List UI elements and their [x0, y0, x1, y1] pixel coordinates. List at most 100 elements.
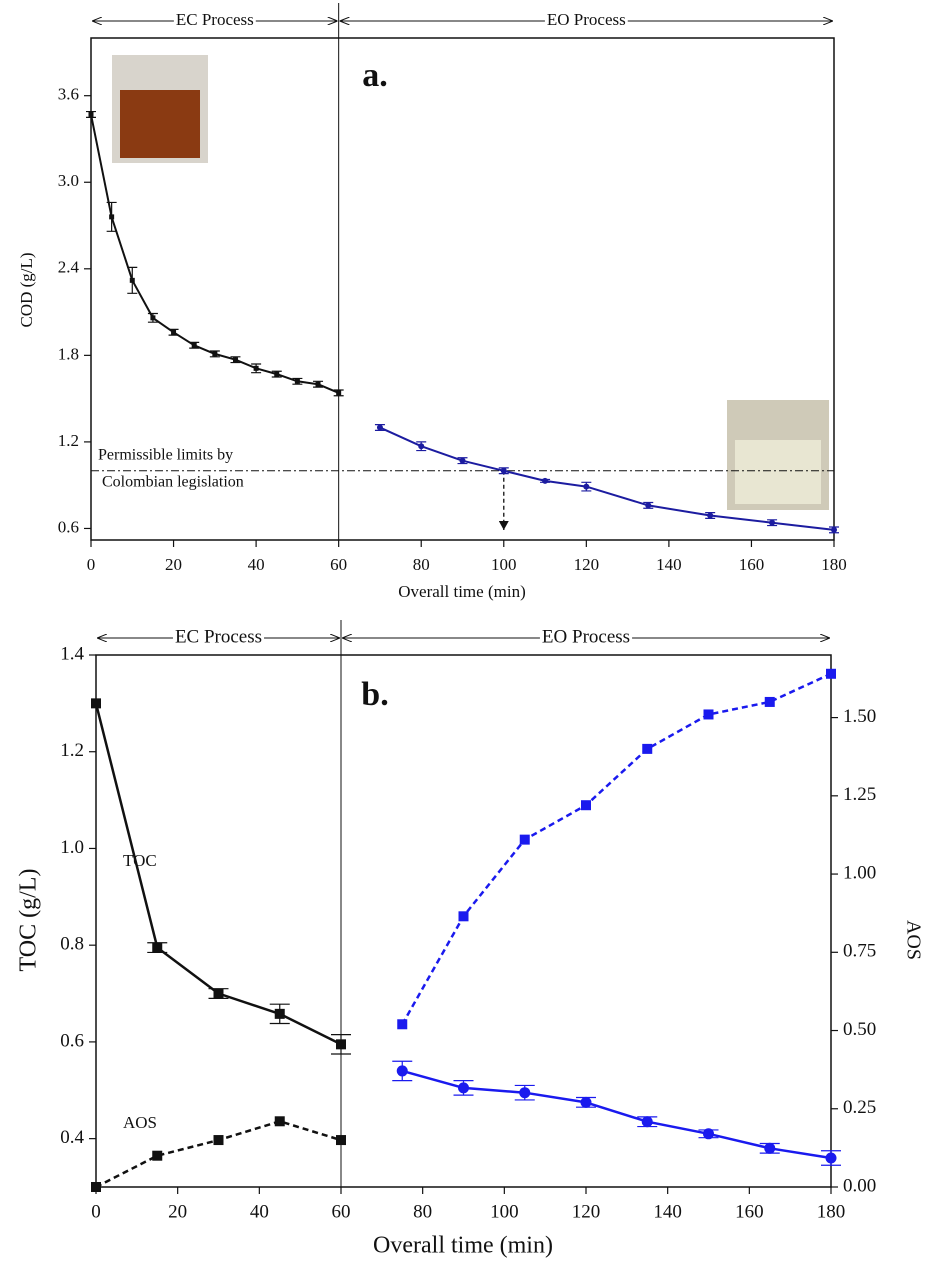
y-tick-label: 1.8: [58, 344, 79, 363]
data-point: [171, 329, 177, 335]
data-point: [826, 668, 836, 679]
y-tick-label: 1.0: [60, 837, 84, 858]
x-tick-label: 100: [491, 555, 517, 574]
data-point: [232, 357, 238, 363]
y2-axis-label: AOS: [902, 920, 924, 960]
data-point: [274, 1008, 285, 1019]
annotation: AOS: [123, 1113, 157, 1132]
x-tick-label: 120: [574, 555, 600, 574]
y-tick-label: 1.2: [60, 740, 84, 761]
phase-label: EC Process: [175, 626, 262, 647]
data-point: [703, 709, 714, 720]
panel-label: a.: [362, 57, 388, 94]
beaker-liquid: [120, 90, 200, 158]
y-tick-label: 0.6: [58, 517, 79, 536]
y-tick-label: 3.6: [58, 85, 79, 104]
data-point: [396, 1065, 408, 1077]
data-point: [825, 1152, 837, 1164]
x-tick-label: 120: [572, 1201, 601, 1222]
data-point: [213, 988, 224, 999]
data-point: [91, 1182, 101, 1192]
x-tick-label: 100: [490, 1201, 519, 1222]
phase-label: EC Process: [176, 10, 254, 29]
data-point: [418, 443, 425, 450]
y2-tick-label: 0.50: [843, 1019, 876, 1040]
data-point: [213, 1135, 224, 1146]
x-tick-label: 40: [248, 555, 265, 574]
y-tick-label: 0.8: [60, 934, 84, 955]
y-tick-label: 1.2: [58, 431, 79, 450]
data-point: [831, 526, 837, 533]
phase-label: EO Process: [542, 626, 630, 647]
data-point: [580, 1096, 592, 1108]
data-point: [581, 800, 591, 811]
x-axis-label: Overall time (min): [398, 582, 525, 601]
data-point: [542, 477, 549, 484]
x-tick-label: 180: [817, 1201, 846, 1222]
data-point: [519, 1087, 531, 1099]
data-point: [274, 371, 280, 377]
x-tick-label: 160: [735, 1201, 764, 1222]
data-point: [336, 1039, 346, 1050]
series-line: [401, 672, 832, 1025]
data-point: [641, 1116, 653, 1128]
x-tick-label: 80: [413, 555, 430, 574]
x-tick-label: 40: [250, 1201, 269, 1222]
x-tick-label: 160: [739, 555, 765, 574]
x-tick-label: 140: [656, 555, 682, 574]
y2-tick-label: 0.25: [843, 1097, 876, 1118]
data-point: [703, 1128, 714, 1140]
data-point: [150, 315, 156, 321]
data-point: [458, 1082, 469, 1094]
data-point: [336, 1135, 346, 1146]
data-point: [274, 1116, 285, 1127]
data-point: [315, 381, 321, 387]
panel-a: a. Overall time (min) COD (g/L) Permissi…: [17, 3, 847, 601]
annotation: Colombian legislation: [102, 474, 244, 491]
y2-tick-label: 1.50: [843, 706, 876, 727]
data-point: [459, 457, 466, 464]
data-point: [152, 942, 163, 953]
data-point: [91, 698, 101, 709]
data-point: [376, 424, 383, 431]
data-point: [707, 512, 714, 519]
x-tick-label: 60: [330, 555, 347, 574]
y2-tick-label: 1.25: [843, 784, 876, 805]
x-axis-label: Overall time (min): [373, 1233, 553, 1259]
y-axis-label: COD (g/L): [17, 252, 36, 327]
data-point: [764, 696, 775, 707]
series-line: [401, 1069, 832, 1160]
y-tick-label: 2.4: [58, 258, 80, 277]
data-point: [769, 519, 776, 526]
x-tick-label: 20: [168, 1201, 187, 1222]
y2-tick-label: 1.00: [843, 862, 876, 883]
plot-frame: [95, 654, 832, 1188]
panel-b: b. Overall time (min) TOC (g/L) AOS TOC …: [16, 620, 924, 1259]
data-point: [500, 467, 507, 474]
data-point: [764, 1142, 776, 1154]
phase-label-bg: [544, 9, 628, 29]
y-tick-label: 1.4: [60, 643, 84, 664]
plot-frame: [90, 37, 835, 541]
y-tick-label: 0.4: [60, 1127, 84, 1148]
data-point: [642, 743, 653, 754]
y-tick-label: 0.6: [60, 1030, 84, 1051]
phase-label-bg: [539, 626, 633, 648]
data-point: [336, 390, 342, 396]
data-point: [645, 502, 652, 509]
data-point: [88, 111, 94, 117]
y2-tick-label: 0.00: [843, 1175, 876, 1196]
x-tick-label: 80: [413, 1201, 432, 1222]
data-point: [129, 277, 135, 283]
phase-label-bg: [172, 626, 265, 648]
x-tick-label: 20: [165, 555, 182, 574]
x-tick-label: 0: [87, 555, 96, 574]
data-point: [397, 1019, 408, 1030]
data-point: [519, 834, 530, 845]
x-tick-label: 60: [332, 1201, 351, 1222]
data-point: [212, 351, 218, 357]
data-point: [152, 1150, 163, 1161]
y-tick-label: 3.0: [58, 171, 79, 190]
data-point: [191, 342, 197, 348]
